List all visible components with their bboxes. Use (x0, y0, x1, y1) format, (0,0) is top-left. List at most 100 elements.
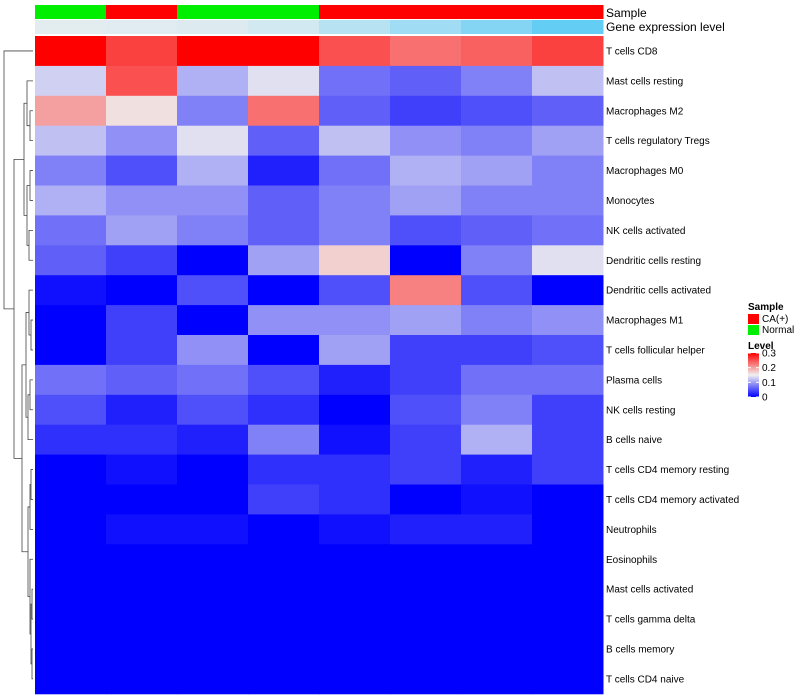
heatmap-cell (35, 335, 107, 366)
heatmap-cell (106, 65, 178, 97)
dendrogram-branch (26, 185, 30, 246)
annotation-sample-cell (390, 5, 462, 19)
heatmap-cell (461, 245, 533, 276)
dendrogram-branch (28, 229, 33, 261)
heatmap-cell (177, 634, 249, 665)
heatmap-cell (390, 663, 462, 695)
heatmap-cell (106, 95, 178, 127)
heatmap-cell (35, 185, 107, 216)
heatmap-cell (177, 36, 249, 67)
row-label: T cells CD4 memory activated (606, 495, 739, 506)
heatmap-cell (461, 95, 533, 127)
heatmap-cell (35, 604, 107, 635)
annotation-sample-cell (319, 5, 391, 19)
heatmap-cell (319, 275, 391, 306)
heatmap-cell (461, 305, 533, 336)
heatmap-cell (319, 544, 391, 575)
annotation-gene-expression-cell (461, 20, 533, 34)
heatmap-cell (532, 424, 604, 456)
heatmap-cell (248, 125, 320, 157)
heatmap-cell (35, 484, 107, 515)
heatmap-cell (106, 634, 178, 665)
heatmap-cell (248, 215, 320, 246)
heatmap-cell (390, 484, 462, 515)
heatmap-cell (532, 245, 604, 276)
row-label: Dendritic cells resting (606, 256, 701, 267)
dendrogram-branch (25, 312, 29, 418)
heatmap-cell (106, 275, 178, 306)
dendrogram-branch (21, 364, 28, 553)
heatmap-cell (35, 454, 107, 485)
heatmap-cell (461, 364, 533, 396)
heatmap-cell (461, 544, 533, 575)
heatmap-cell (319, 335, 391, 366)
heatmap-cell (319, 185, 391, 216)
heatmap-cell (35, 305, 107, 336)
heatmap-cell (390, 574, 462, 605)
row-label: NK cells activated (606, 226, 685, 237)
heatmap-cell (35, 65, 107, 97)
heatmap-cell (177, 394, 249, 426)
heatmap-cell (177, 65, 249, 97)
heatmap-cell (35, 394, 107, 426)
row-label: NK cells resting (606, 405, 675, 416)
heatmap-cell (532, 155, 604, 186)
heatmap-cell (461, 574, 533, 605)
annotation-gene-expression-cell (532, 20, 604, 34)
legend-sample-swatch (748, 314, 759, 324)
dendrogram-branch (27, 394, 33, 441)
annotation-gene-expression-cell (35, 20, 107, 34)
heatmap-cell (106, 574, 178, 605)
heatmap-cell (319, 663, 391, 695)
heatmap-cell (461, 36, 533, 67)
dendrogram-branch (30, 319, 33, 351)
legend-level-tick-label: 0 (762, 393, 768, 404)
heatmap-cell (248, 36, 320, 67)
heatmap-cell (532, 454, 604, 485)
heatmap-cell (390, 394, 462, 426)
heatmap-cell (177, 305, 249, 336)
legend-level-tick-label: 0.1 (762, 378, 776, 389)
heatmap-cell (35, 36, 107, 67)
annotation-labels: Sample Gene expression level (606, 6, 725, 34)
heatmap-cell (35, 634, 107, 665)
heatmap-cell (319, 95, 391, 127)
heatmap-cell (390, 245, 462, 276)
heatmap-cell (248, 364, 320, 396)
heatmap-cell (390, 95, 462, 127)
row-label: Neutrophils (606, 525, 657, 536)
heatmap-cell (319, 514, 391, 545)
heatmap-cell (106, 394, 178, 426)
heatmap-cell (319, 394, 391, 426)
heatmap-cell (35, 544, 107, 575)
row-label: T cells CD4 naive (606, 674, 685, 685)
row-label: T cells CD8 (606, 46, 658, 57)
heatmap-cell (177, 364, 249, 396)
row-label: Eosinophils (606, 555, 657, 566)
heatmap-cell (106, 364, 178, 396)
row-label: T cells CD4 memory resting (606, 465, 729, 476)
heatmap-cell (532, 95, 604, 127)
heatmap-cell (390, 185, 462, 216)
heatmap-cell (35, 215, 107, 246)
heatmap-cell (177, 335, 249, 366)
legend-level-tick-label: 0.3 (762, 349, 776, 360)
heatmap-cell (35, 275, 107, 306)
heatmap-cell (532, 514, 604, 545)
heatmap-cell (35, 364, 107, 396)
heatmap-cell (248, 95, 320, 127)
heatmap-cell (106, 663, 178, 695)
heatmap-cell (177, 514, 249, 545)
heatmap-cell (390, 155, 462, 186)
row-label: Dendritic cells activated (606, 286, 711, 297)
heatmap-cell (177, 275, 249, 306)
heatmap-cell (319, 604, 391, 635)
heatmap-cell (106, 544, 178, 575)
heatmap-cell (390, 125, 462, 157)
legend-sample-item: Normal (748, 325, 794, 336)
heatmap-cell (177, 663, 249, 695)
heatmap-cell (106, 424, 178, 456)
annotation-sample-cell (35, 5, 107, 19)
heatmap-cell (35, 514, 107, 545)
heatmap-cell (390, 36, 462, 67)
